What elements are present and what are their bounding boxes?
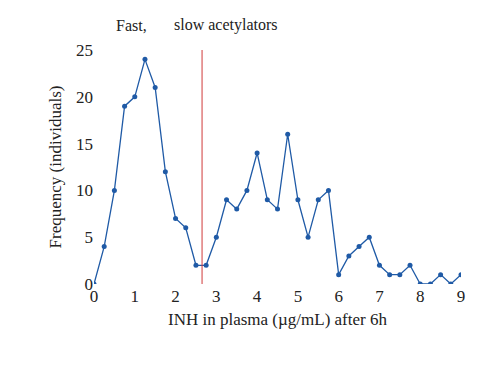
svg-text:2: 2 xyxy=(171,287,180,306)
svg-text:0: 0 xyxy=(85,275,94,294)
svg-text:Fast,: Fast, xyxy=(116,17,147,34)
svg-text:INH in plasma (µg/mL) after 6h: INH in plasma (µg/mL) after 6h xyxy=(168,310,387,329)
svg-text:10: 10 xyxy=(76,181,93,200)
svg-text:15: 15 xyxy=(76,135,93,154)
svg-text:3: 3 xyxy=(212,287,221,306)
svg-text:25: 25 xyxy=(76,41,93,60)
svg-text:6: 6 xyxy=(334,287,343,306)
svg-text:8: 8 xyxy=(416,287,425,306)
svg-text:4: 4 xyxy=(253,287,262,306)
svg-text:9: 9 xyxy=(457,287,466,306)
svg-text:0: 0 xyxy=(90,287,99,306)
svg-text:slow acetylators: slow acetylators xyxy=(174,16,278,34)
svg-text:Frequency (individuals): Frequency (individuals) xyxy=(46,86,65,249)
svg-text:7: 7 xyxy=(375,287,384,306)
svg-text:5: 5 xyxy=(294,287,303,306)
svg-text:20: 20 xyxy=(76,88,93,107)
svg-text:5: 5 xyxy=(85,228,94,247)
svg-text:1: 1 xyxy=(131,287,140,306)
